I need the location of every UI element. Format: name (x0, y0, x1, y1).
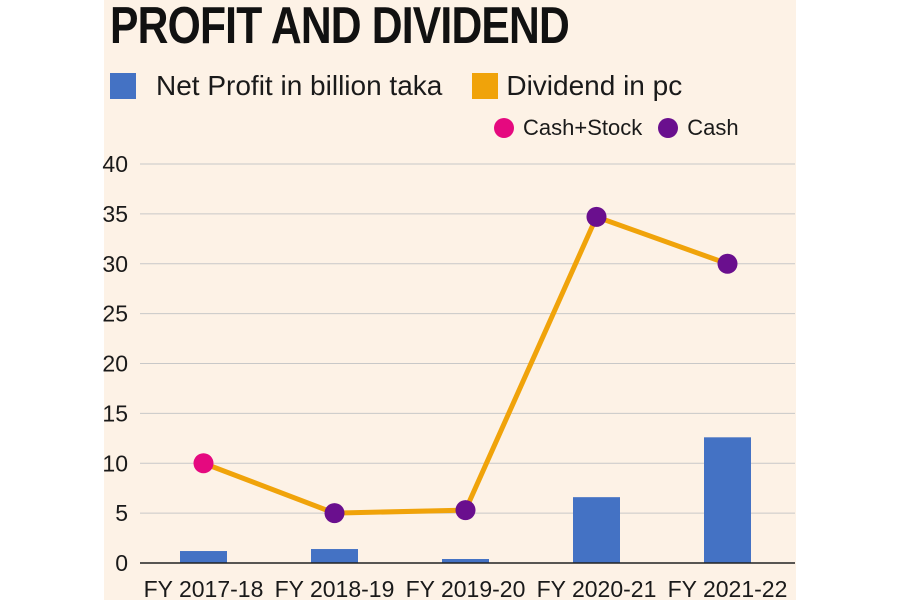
y-tick-label: 25 (102, 301, 128, 327)
line-dividend (201, 214, 730, 516)
legend-swatch-cash (658, 118, 679, 138)
y-tick-label: 20 (102, 351, 128, 377)
y-tick-label: 10 (102, 450, 128, 476)
legend-swatch-dividend (472, 73, 499, 99)
legend-item-cash: Cash (658, 115, 739, 141)
chart-title: PROFIT AND DIVIDEND (110, 0, 570, 55)
legend-label-cash: Cash (687, 115, 739, 140)
legend-item-net-profit: Net Profit in billion taka (110, 70, 442, 102)
y-tick-label: 5 (115, 500, 128, 526)
dividend-point (717, 253, 738, 274)
legend-item-dividend: Dividend in pc (472, 70, 682, 102)
chart-background (104, 0, 796, 600)
legend-main: Net Profit in billion taka Dividend in p… (110, 70, 682, 102)
dividend-point (193, 453, 214, 474)
x-tick-label: FY 2020-21 (537, 576, 657, 600)
bar-net-profit (311, 549, 358, 563)
y-tick-label: 15 (102, 400, 128, 426)
y-tick-label: 40 (102, 151, 128, 177)
x-tick-label: FY 2017-18 (144, 576, 264, 600)
bar-net-profit (180, 551, 227, 563)
y-tick-label: 35 (102, 201, 128, 227)
markers-dividend (193, 206, 738, 524)
legend-label-net-profit: Net Profit in billion taka (156, 70, 443, 101)
legend-label-dividend: Dividend in pc (506, 70, 683, 101)
bar-net-profit (704, 437, 751, 563)
dividend-point (324, 503, 345, 524)
y-tick-label: 30 (102, 251, 128, 277)
grid-lines (140, 163, 795, 514)
bar-net-profit (442, 559, 489, 563)
bar-net-profit (573, 497, 620, 563)
legend-label-cash-stock: Cash+Stock (523, 115, 643, 140)
y-axis-ticks: 40 35 30 25 20 15 10 5 0 (102, 151, 128, 576)
dividend-point (455, 500, 476, 521)
dividend-point (586, 206, 607, 227)
dividend-line (201, 214, 730, 516)
bars-net-profit (180, 437, 751, 563)
x-tick-label: FY 2021-22 (668, 576, 788, 600)
legend-swatch-cash-stock (494, 118, 514, 138)
x-tick-label: FY 2019-20 (406, 576, 526, 600)
legend-markers: Cash+Stock Cash (494, 115, 739, 141)
x-tick-label: FY 2018-19 (275, 576, 395, 600)
legend-item-cash-stock: Cash+Stock (494, 115, 642, 141)
x-axis: FY 2017-18 FY 2018-19 FY 2019-20 FY 2020-21… (140, 562, 795, 600)
legend-swatch-net-profit (110, 73, 136, 99)
y-tick-label: 0 (115, 550, 128, 576)
